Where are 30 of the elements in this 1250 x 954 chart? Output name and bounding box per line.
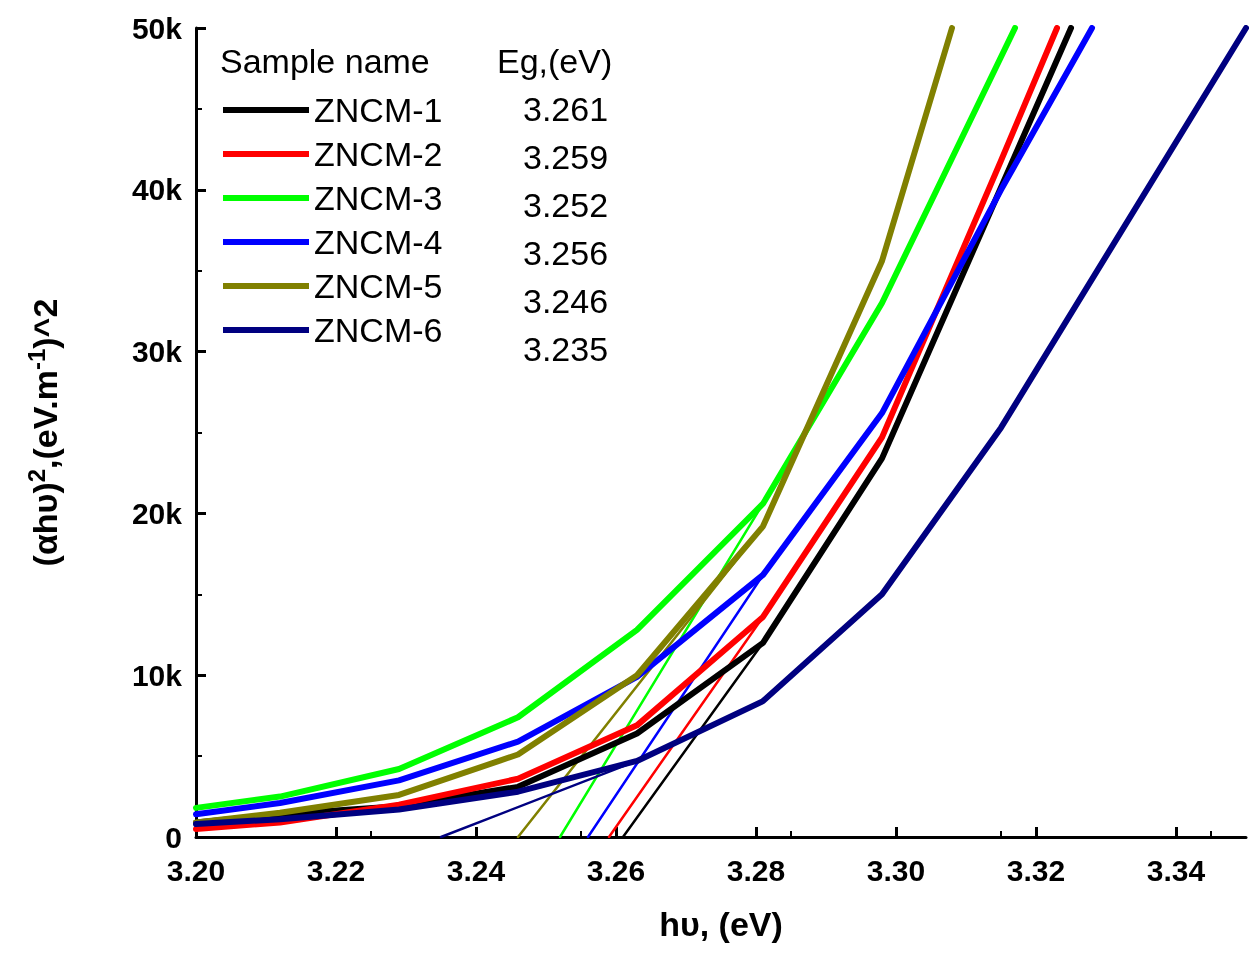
legend-label: ZNCM-1	[314, 91, 443, 129]
legend-label: ZNCM-2	[314, 135, 443, 173]
annotation: 3.252	[523, 186, 609, 224]
legend-label: ZNCM-4	[314, 223, 443, 261]
legend-title: Sample name	[220, 42, 430, 80]
y-axis-title: (αhυ)2,(eV.m-1)^2	[22, 298, 64, 567]
legend-label: ZNCM-3	[314, 179, 443, 217]
x-tick-label: 3.34	[1146, 853, 1206, 887]
x-tick-label: 3.24	[446, 853, 506, 887]
y-tick-label: 30k	[131, 335, 183, 369]
x-axis-title: hυ, (eV)	[659, 905, 783, 943]
x-tick-label: 3.20	[166, 853, 226, 887]
y-tick-label: 0	[165, 820, 182, 854]
annotation: 3.235	[523, 330, 609, 368]
legend-label: ZNCM-5	[314, 267, 443, 305]
y-tick-label: 20k	[131, 496, 183, 530]
annotation: 3.256	[523, 234, 609, 272]
annotation: 3.261	[523, 90, 609, 128]
legend-label: ZNCM-6	[314, 311, 443, 349]
y-tick-label: 40k	[131, 173, 183, 207]
x-tick-label: 3.30	[866, 853, 926, 887]
y-tick-label: 50k	[131, 11, 183, 45]
y-tick-label: 10k	[131, 658, 183, 692]
x-tick-label: 3.22	[306, 853, 366, 887]
x-tick-label: 3.32	[1006, 853, 1066, 887]
x-tick-label: 3.26	[586, 853, 646, 887]
annotation: 3.246	[523, 282, 609, 320]
annotation: Eg,(eV)	[497, 42, 613, 80]
x-tick-label: 3.28	[726, 853, 786, 887]
annotation: 3.259	[523, 138, 609, 176]
